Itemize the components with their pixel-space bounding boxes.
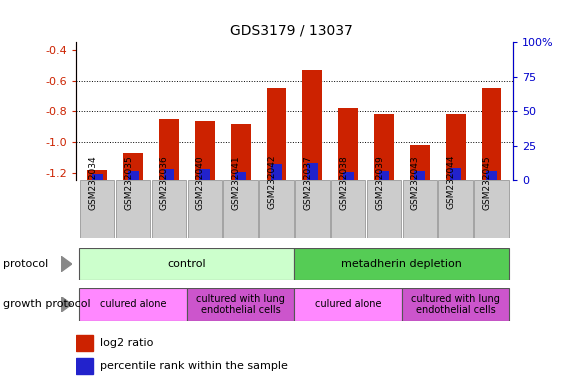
Text: control: control <box>167 259 206 269</box>
Text: GSM232034: GSM232034 <box>88 155 97 210</box>
Text: culured alone: culured alone <box>315 299 381 310</box>
Bar <box>402 288 510 321</box>
Bar <box>403 180 437 238</box>
Bar <box>307 162 318 180</box>
Text: GSM232035: GSM232035 <box>124 155 133 210</box>
Bar <box>223 180 258 238</box>
Text: cultured with lung
endothelial cells: cultured with lung endothelial cells <box>196 293 285 315</box>
Bar <box>92 174 103 180</box>
Bar <box>128 171 139 180</box>
Bar <box>303 70 322 180</box>
Polygon shape <box>61 257 72 272</box>
Bar <box>486 171 497 180</box>
Bar <box>438 180 473 238</box>
Text: cultured with lung
endothelial cells: cultured with lung endothelial cells <box>411 293 500 315</box>
Text: growth protocol: growth protocol <box>3 299 90 310</box>
Bar <box>266 88 286 180</box>
Bar <box>116 180 150 238</box>
Bar <box>294 248 510 280</box>
Bar <box>164 169 174 180</box>
Text: GSM232045: GSM232045 <box>483 155 491 210</box>
Bar <box>410 145 430 180</box>
Text: GSM232037: GSM232037 <box>303 155 312 210</box>
Bar <box>80 180 114 238</box>
Bar <box>446 114 466 180</box>
Polygon shape <box>61 296 72 312</box>
Bar <box>87 170 107 180</box>
Text: GSM232042: GSM232042 <box>268 155 276 209</box>
Bar <box>295 180 329 238</box>
Bar <box>187 288 294 321</box>
Bar <box>374 114 394 180</box>
Bar <box>259 180 294 238</box>
Bar <box>195 121 215 180</box>
Bar <box>231 124 251 180</box>
Bar <box>188 180 222 238</box>
Text: protocol: protocol <box>3 259 48 269</box>
Bar <box>294 288 402 321</box>
Bar <box>482 88 501 180</box>
Bar <box>378 171 389 180</box>
Bar <box>123 153 143 180</box>
Bar <box>271 164 282 180</box>
Text: GSM232039: GSM232039 <box>375 155 384 210</box>
Text: log2 ratio: log2 ratio <box>100 338 153 348</box>
Bar <box>152 180 186 238</box>
Bar <box>199 169 210 180</box>
Text: GDS3179 / 13037: GDS3179 / 13037 <box>230 23 353 37</box>
Bar <box>343 172 354 180</box>
Text: GSM232036: GSM232036 <box>160 155 169 210</box>
Bar <box>235 172 246 180</box>
Text: GSM232038: GSM232038 <box>339 155 348 210</box>
Text: metadherin depletion: metadherin depletion <box>342 259 462 269</box>
Bar <box>159 119 179 180</box>
Bar <box>79 288 187 321</box>
Bar <box>79 248 294 280</box>
Bar <box>450 168 461 180</box>
Bar <box>338 108 358 180</box>
Text: GSM232043: GSM232043 <box>411 155 420 210</box>
Text: GSM232044: GSM232044 <box>447 155 456 209</box>
Bar <box>415 171 425 180</box>
Text: GSM232040: GSM232040 <box>196 155 205 210</box>
Bar <box>76 358 93 374</box>
Bar <box>367 180 401 238</box>
Text: culured alone: culured alone <box>100 299 166 310</box>
Text: percentile rank within the sample: percentile rank within the sample <box>100 361 288 371</box>
Text: GSM232041: GSM232041 <box>231 155 241 210</box>
Bar <box>475 180 509 238</box>
Bar <box>76 335 93 351</box>
Bar <box>331 180 366 238</box>
